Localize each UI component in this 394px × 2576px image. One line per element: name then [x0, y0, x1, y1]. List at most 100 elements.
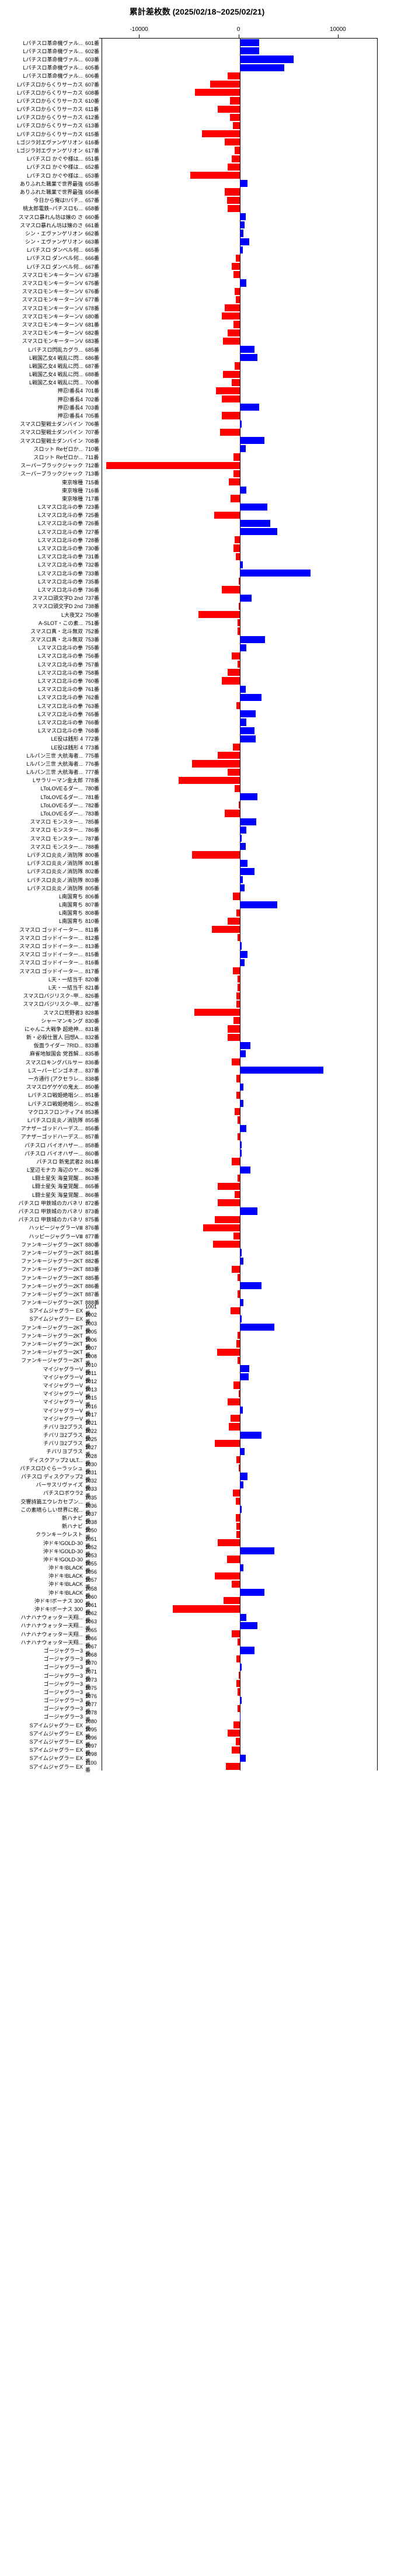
bar-row: LE役は銭形 4772番 — [0, 735, 394, 743]
row-number: 617番 — [84, 147, 102, 154]
row-number: 808番 — [84, 909, 102, 916]
bar-row: ハナハナウォッター天翔...1063番 — [0, 1622, 394, 1630]
row-label: ディスクアップ2 ULT... — [0, 1456, 84, 1464]
bar — [238, 984, 239, 991]
row-label: L大夜叉2 — [0, 611, 84, 619]
plot-right-border — [377, 353, 378, 362]
bar-cell — [102, 470, 378, 478]
bar-row: Lスマスロ北斗の拳756番 — [0, 652, 394, 660]
row-number: 785番 — [84, 818, 102, 825]
bar — [240, 180, 248, 187]
bar-row: この素晴らしい世界に祝...1036番 — [0, 1505, 394, 1513]
bar-cell — [102, 1216, 378, 1224]
bar-cell — [102, 254, 378, 262]
bar — [238, 1688, 239, 1695]
bar-cell — [102, 619, 378, 627]
plot-right-border — [377, 296, 378, 304]
plot-right-border — [377, 188, 378, 196]
bar-cell — [102, 1331, 378, 1339]
row-label: LE役は銭形 4 — [0, 735, 84, 742]
bar-cell — [102, 138, 378, 146]
row-number: 607番 — [84, 81, 102, 88]
row-label: スマスロ頭文字D 2nd — [0, 594, 84, 602]
row-label: クランキークレスト — [0, 1530, 84, 1538]
bar-row: 沖ドキ!BLACK1057番 — [0, 1580, 394, 1588]
plot-right-border — [377, 72, 378, 80]
row-label: 今日から俺は!!パチ... — [0, 196, 84, 204]
bar-cell — [102, 959, 378, 967]
bar-row: チバリヨ2プラス1021番 — [0, 1422, 394, 1431]
bar-row: スマスロモンキーターンV677番 — [0, 296, 394, 304]
bar-row: スマスロ聖戦士ダンバイン708番 — [0, 436, 394, 445]
plot-right-border — [377, 933, 378, 942]
bar-cell — [102, 453, 378, 461]
row-number: 662番 — [84, 230, 102, 237]
bar-cell — [102, 270, 378, 279]
bar-row: マイジャグラーV1010番 — [0, 1365, 394, 1373]
bar-cell — [102, 287, 378, 296]
plot-right-border — [377, 1646, 378, 1654]
row-label: マイジャグラーV — [0, 1415, 84, 1422]
bar — [232, 1630, 240, 1637]
bar — [240, 827, 247, 834]
bar-row: ゴージャグラー31073番 — [0, 1679, 394, 1688]
row-label: スマスロ ゴッドイーター... — [0, 967, 84, 975]
plot-right-border — [377, 1580, 378, 1588]
row-label: L南国育ち — [0, 917, 84, 925]
bar-row: L南国育ち806番 — [0, 892, 394, 900]
plot-right-border — [377, 1456, 378, 1464]
row-label: スマスロモンキーターンV — [0, 279, 84, 287]
row-label: マイジャグラーV — [0, 1398, 84, 1405]
bar-row: ファンキージャグラー2KT883番 — [0, 1265, 394, 1273]
bar-row: Lパチスロ ダンベル何...665番 — [0, 246, 394, 254]
row-label: パチスロ 甲鉄城のカバネリ — [0, 1199, 84, 1207]
row-label: マイジャグラーV — [0, 1365, 84, 1373]
row-label: 新・必殺仕置人 回想A... — [0, 1033, 84, 1041]
row-number: 882番 — [84, 1257, 102, 1265]
row-label: スマスロ頭文字D 2nd — [0, 602, 84, 610]
bar-cell — [102, 204, 378, 213]
bar-cell — [102, 685, 378, 693]
bar-row: 沖ドキ!GOLD-301051番 — [0, 1539, 394, 1547]
row-number: 768番 — [84, 727, 102, 734]
bar-row: ありふれた職業で世界最強656番 — [0, 188, 394, 196]
bar-cell — [102, 1564, 378, 1572]
plot-right-border — [377, 1356, 378, 1365]
bar-cell — [102, 1339, 378, 1348]
bar-row: 押忍!番長4701番 — [0, 387, 394, 395]
bar-cell — [102, 1447, 378, 1456]
row-label: スマスロモンキーターンV — [0, 313, 84, 320]
bar-cell — [102, 1605, 378, 1613]
bar-cell — [102, 47, 378, 55]
bar-cell — [102, 395, 378, 403]
bar — [240, 843, 246, 850]
bar-row: スマスロ真・北斗無双752番 — [0, 627, 394, 635]
row-label: Sアイムジャグラー EX — [0, 1763, 84, 1770]
plot-right-border — [377, 1679, 378, 1688]
plot-right-border — [377, 138, 378, 146]
bar — [233, 321, 239, 328]
row-number: 613番 — [84, 121, 102, 129]
plot-right-border — [377, 246, 378, 254]
plot-right-border — [377, 577, 378, 585]
plot-right-border — [377, 627, 378, 635]
row-number: 675番 — [84, 279, 102, 287]
plot-right-border — [377, 262, 378, 270]
row-label: スーパーブラックジャック — [0, 461, 84, 469]
bar-row: クランキークレスト1050番 — [0, 1530, 394, 1539]
bar — [240, 901, 277, 908]
bar-row: Lパチスロ革命機ヴァル...603番 — [0, 55, 394, 63]
plot-right-border — [377, 925, 378, 933]
plot-right-border — [377, 494, 378, 502]
plot-right-border — [377, 1522, 378, 1530]
row-number: 827番 — [84, 1000, 102, 1008]
plot-right-border — [377, 279, 378, 287]
row-label: ファンキージャグラー2KT — [0, 1241, 84, 1248]
bar — [238, 1705, 239, 1712]
bar-row: チバリヨ2プラス1022番 — [0, 1431, 394, 1439]
bar-row: 沖ドキ!BLACK1056番 — [0, 1572, 394, 1580]
bar-row: Lスマスロ北斗の拳766番 — [0, 718, 394, 726]
bar — [228, 72, 239, 79]
bar — [236, 1092, 239, 1099]
bar-row: Lパチスロ革命機ヴァル...606番 — [0, 72, 394, 80]
